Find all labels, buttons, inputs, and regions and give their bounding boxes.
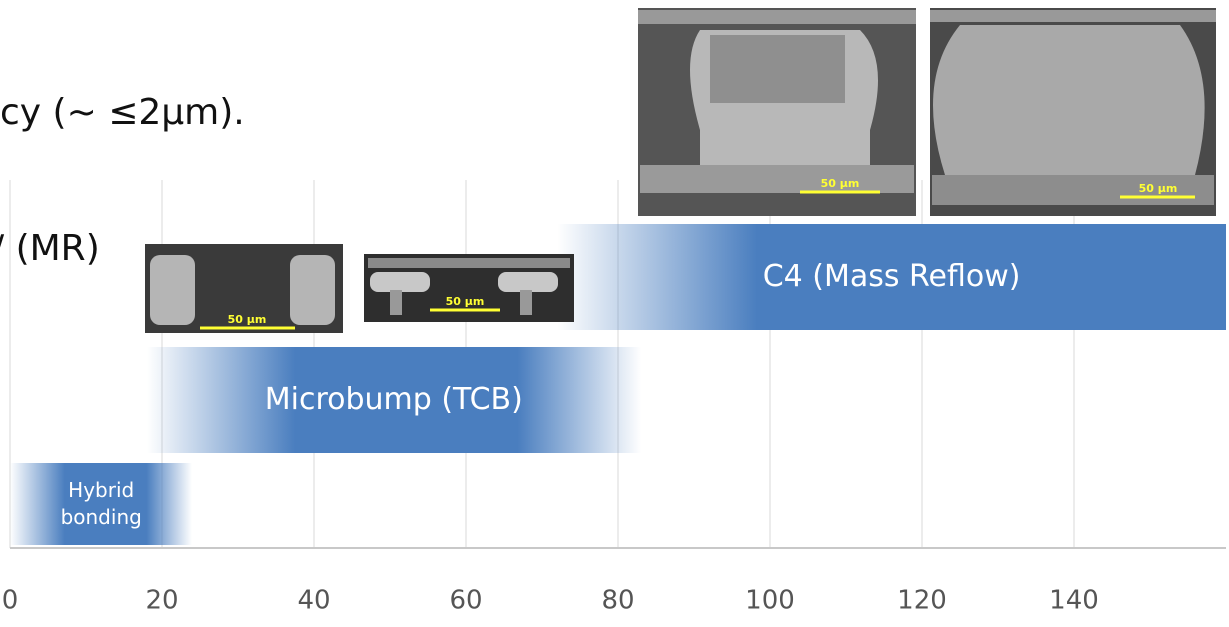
sem-image: 50 μm <box>364 254 574 322</box>
sem-images: 50 μm 50 μm 50 μm 50 μm <box>0 0 1229 627</box>
scale-label: 50 μm <box>821 177 860 190</box>
sem-image: 50 μm <box>930 8 1216 216</box>
scale-label: 50 μm <box>1139 182 1178 195</box>
page: 020406080100120140 cy (~ ≤2μm). / (MR) H… <box>0 0 1229 627</box>
scale-label: 50 μm <box>228 313 267 326</box>
scale-label: 50 μm <box>446 295 485 308</box>
sem-image: 50 μm <box>638 8 916 216</box>
sem-image: 50 μm <box>145 244 343 333</box>
